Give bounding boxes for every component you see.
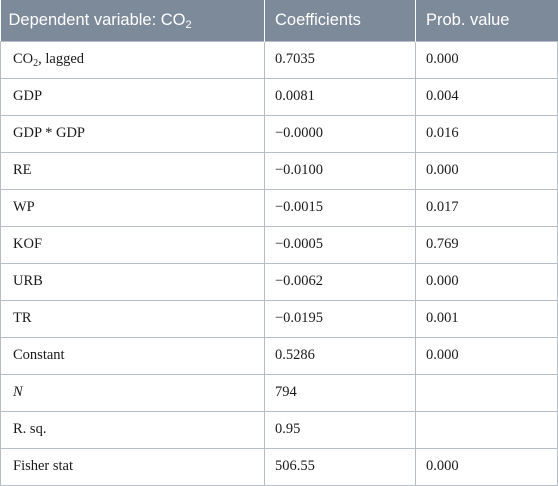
- table-header: Dependent variable: CO2 Coefficients Pro…: [0, 0, 558, 41]
- row-coefficient: −0.0100: [264, 151, 416, 190]
- table-body: CO2, lagged 0.7035 0.000 GDP 0.0081 0.00…: [0, 40, 558, 486]
- row-coefficient: −0.0195: [264, 299, 416, 338]
- row-variable-name: WP: [0, 188, 265, 227]
- row-coefficient: 0.5286: [264, 336, 416, 375]
- row-variable-name: TR: [0, 299, 265, 338]
- row-variable-name: N: [0, 373, 265, 412]
- row-variable-name: R. sq.: [0, 410, 265, 449]
- header-dependent-variable-text: Dependent variable: CO: [8, 10, 186, 29]
- row-prob-value: 0.000: [415, 262, 558, 301]
- row-coefficient: −0.0015: [264, 188, 416, 227]
- row-coefficient: 0.0081: [264, 77, 416, 116]
- row-variable-name-text: CO: [13, 51, 34, 67]
- header-dependent-variable-subscript: 2: [185, 18, 192, 31]
- row-variable-name: KOF: [0, 225, 265, 264]
- row-variable-name: Constant: [0, 336, 265, 375]
- row-prob-value: 0.001: [415, 299, 558, 338]
- row-prob-value: [415, 373, 558, 412]
- row-variable-name-subscript: 2: [33, 58, 39, 69]
- header-dependent-variable: Dependent variable: CO2: [1, 0, 265, 41]
- row-variable-name: RE: [0, 151, 265, 190]
- table-row: CO2, lagged 0.7035 0.000: [0, 40, 558, 79]
- row-coefficient: −0.0062: [264, 262, 416, 301]
- row-variable-name: URB: [0, 262, 265, 301]
- table-row: GDP * GDP −0.0000 0.016: [0, 114, 558, 153]
- row-prob-value: 0.017: [415, 188, 558, 227]
- row-prob-value: 0.000: [415, 151, 558, 190]
- row-variable-name: CO2, lagged: [0, 40, 265, 79]
- header-row: Dependent variable: CO2 Coefficients Pro…: [0, 0, 558, 41]
- row-coefficient: 0.7035: [264, 40, 416, 79]
- row-prob-value: 0.016: [415, 114, 558, 153]
- table-row: TR −0.0195 0.001: [0, 299, 558, 338]
- table-row: RE −0.0100 0.000: [0, 151, 558, 190]
- row-prob-value: 0.769: [415, 225, 558, 264]
- row-variable-name: Fisher stat: [0, 447, 265, 486]
- table-row: Constant 0.5286 0.000: [0, 336, 558, 375]
- row-variable-name: GDP: [0, 77, 265, 116]
- header-coefficients: Coefficients: [264, 0, 416, 41]
- row-variable-name-suffix: , lagged: [38, 51, 85, 67]
- table-row: N 794: [0, 373, 558, 412]
- table-row: KOF −0.0005 0.769: [0, 225, 558, 264]
- row-coefficient: 506.55: [264, 447, 416, 486]
- row-coefficient: −0.0000: [264, 114, 416, 153]
- table-row: URB −0.0062 0.000: [0, 262, 558, 301]
- table-row: GDP 0.0081 0.004: [0, 77, 558, 116]
- row-coefficient: 0.95: [264, 410, 416, 449]
- header-prob-value: Prob. value: [415, 0, 558, 41]
- row-prob-value: 0.000: [415, 336, 558, 375]
- table-row: WP −0.0015 0.017: [0, 188, 558, 227]
- row-coefficient: 794: [264, 373, 416, 412]
- row-prob-value: 0.000: [415, 447, 558, 486]
- row-coefficient: −0.0005: [264, 225, 416, 264]
- row-prob-value: 0.000: [415, 40, 558, 79]
- table-row: R. sq. 0.95: [0, 410, 558, 449]
- table-row: Fisher stat 506.55 0.000: [0, 447, 558, 486]
- row-prob-value: 0.004: [415, 77, 558, 116]
- row-variable-name: GDP * GDP: [0, 114, 265, 153]
- row-prob-value: [415, 410, 558, 449]
